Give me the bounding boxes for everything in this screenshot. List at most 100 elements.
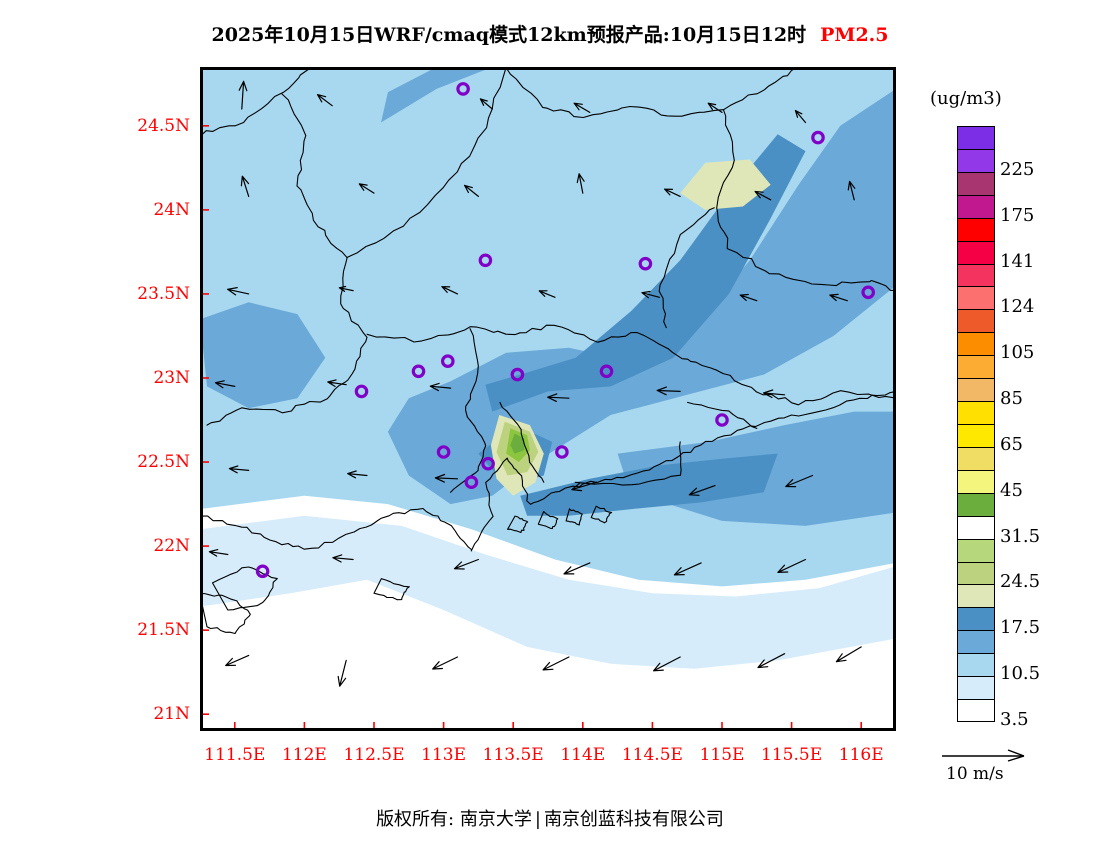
y-axis-label: 24.5N [137,115,190,136]
colorbar-swatch[interactable] [957,469,995,493]
contour-band-17.5 [200,302,326,409]
colorbar-swatch[interactable] [957,492,995,516]
contour-band-lt3.5 [200,583,896,731]
boundary-path [714,369,896,406]
x-axis-label: 115.5E [761,745,823,765]
colorbar-swatch[interactable] [957,171,995,195]
colorbar-swatch[interactable] [957,699,995,722]
wind-arrow [641,290,660,299]
wind-arrow [225,654,250,667]
wind-arrow [757,653,786,669]
station-marker-circle[interactable] [441,354,455,368]
boundary-path [450,328,487,493]
colorbar-tick-label: 3.5 [1000,709,1029,730]
boundary-path [200,507,472,551]
station-marker-circle[interactable] [811,130,825,145]
colorbar-swatch[interactable] [957,148,995,172]
colorbar-swatch[interactable] [957,653,995,677]
wind-arrow [464,184,479,197]
y-axis-label: 23N [153,367,190,388]
station-marker-circle[interactable] [354,384,369,399]
wind-arrow [332,554,354,563]
boundary-path [504,67,800,119]
colorbar-swatch[interactable] [957,561,995,585]
contour-map-svg[interactable] [200,67,896,731]
colorbar-swatch[interactable] [957,538,995,562]
station-marker-circle[interactable] [715,413,729,427]
footer-copyright: 版权所有: 南京大学 | 南京创蓝科技有限公司 [0,805,1100,831]
boundary-path [716,109,896,292]
x-axis-label: 115E [699,745,745,765]
station-marker-circle[interactable] [638,256,653,271]
colorbar-swatch[interactable] [957,676,995,700]
colorbar-swatch[interactable] [957,607,995,631]
wind-arrow [441,286,459,295]
colorbar-swatch[interactable] [957,286,995,310]
wind-arrow [664,188,681,197]
station-marker-circle[interactable] [255,564,270,579]
wind-arrow [238,80,248,110]
colorbar-swatch[interactable] [957,515,995,539]
x-axis-label: 112.5E [343,745,405,765]
footer-left: 版权所有: 南京大学 [376,809,532,830]
colorbar-swatch[interactable] [957,332,995,356]
colorbar-tick-label: 65 [1000,433,1023,455]
colorbar-swatch[interactable] [957,423,995,447]
boundary-path [574,441,682,486]
colorbar-swatch[interactable] [957,355,995,379]
boundary-path [590,505,613,524]
y-axis-label: 23.5N [137,283,190,304]
wind-arrow [316,94,333,107]
colorbar-swatch[interactable] [957,217,995,241]
wind-arrow [829,293,848,302]
wind-arrow [208,549,229,557]
colorbar-swatch[interactable] [957,263,995,287]
colorbar-swatch[interactable] [957,126,995,149]
wind-vector-layer [208,80,862,687]
colorbar-tick-label: 31.5 [1000,525,1041,547]
colorbar-unit-label: (ug/m3) [930,88,1002,109]
boundary-path [686,401,758,429]
station-marker-circle[interactable] [599,364,614,379]
station-marker-circle[interactable] [436,445,451,459]
colorbar-swatch[interactable] [957,446,995,470]
plot-frame [200,67,896,731]
wind-arrow [432,656,459,670]
station-marker-circle[interactable] [478,253,493,268]
colorbar-swatch[interactable] [957,584,995,608]
wind-arrow [576,173,585,194]
boundary-path [211,566,278,611]
wind-arrow [429,382,452,392]
colorbar-tick-label: 175 [1000,204,1035,226]
map-plot-area[interactable] [200,67,896,731]
colorbar-tick-label: 124 [1000,296,1035,318]
station-marker-circle[interactable] [411,364,426,379]
boundary-path [507,515,529,534]
colorbar-swatch[interactable] [957,240,995,264]
x-axis-label: 112E [281,745,327,765]
y-axis-label: 24N [153,199,190,220]
colorbar-tick-label: 225 [1000,158,1035,180]
colorbar-swatch[interactable] [957,378,995,402]
boundary-path [537,510,559,530]
colorbar-swatch[interactable] [957,194,995,218]
colorbar-swatch[interactable] [957,401,995,424]
colorbar[interactable] [957,126,995,722]
station-marker-circle[interactable] [464,475,479,489]
station-marker-circle[interactable] [861,285,875,300]
colorbar-swatch[interactable] [957,630,995,654]
wind-arrow [707,102,723,113]
station-marker-circle[interactable] [555,445,569,459]
colorbar-tick-label: 105 [1000,342,1035,364]
wind-arrow [739,293,758,302]
station-marker-circle[interactable] [481,456,495,471]
station-marker-circle[interactable] [510,367,525,382]
title-species: PM2.5 [820,24,889,46]
wind-arrow [563,562,591,575]
wind-arrow [227,287,250,296]
x-axis-label: 114.5E [621,745,683,765]
wind-arrow [762,389,786,399]
station-marker-circle[interactable] [456,82,470,96]
colorbar-swatch[interactable] [957,309,995,333]
x-axis-label: 113E [421,745,467,765]
